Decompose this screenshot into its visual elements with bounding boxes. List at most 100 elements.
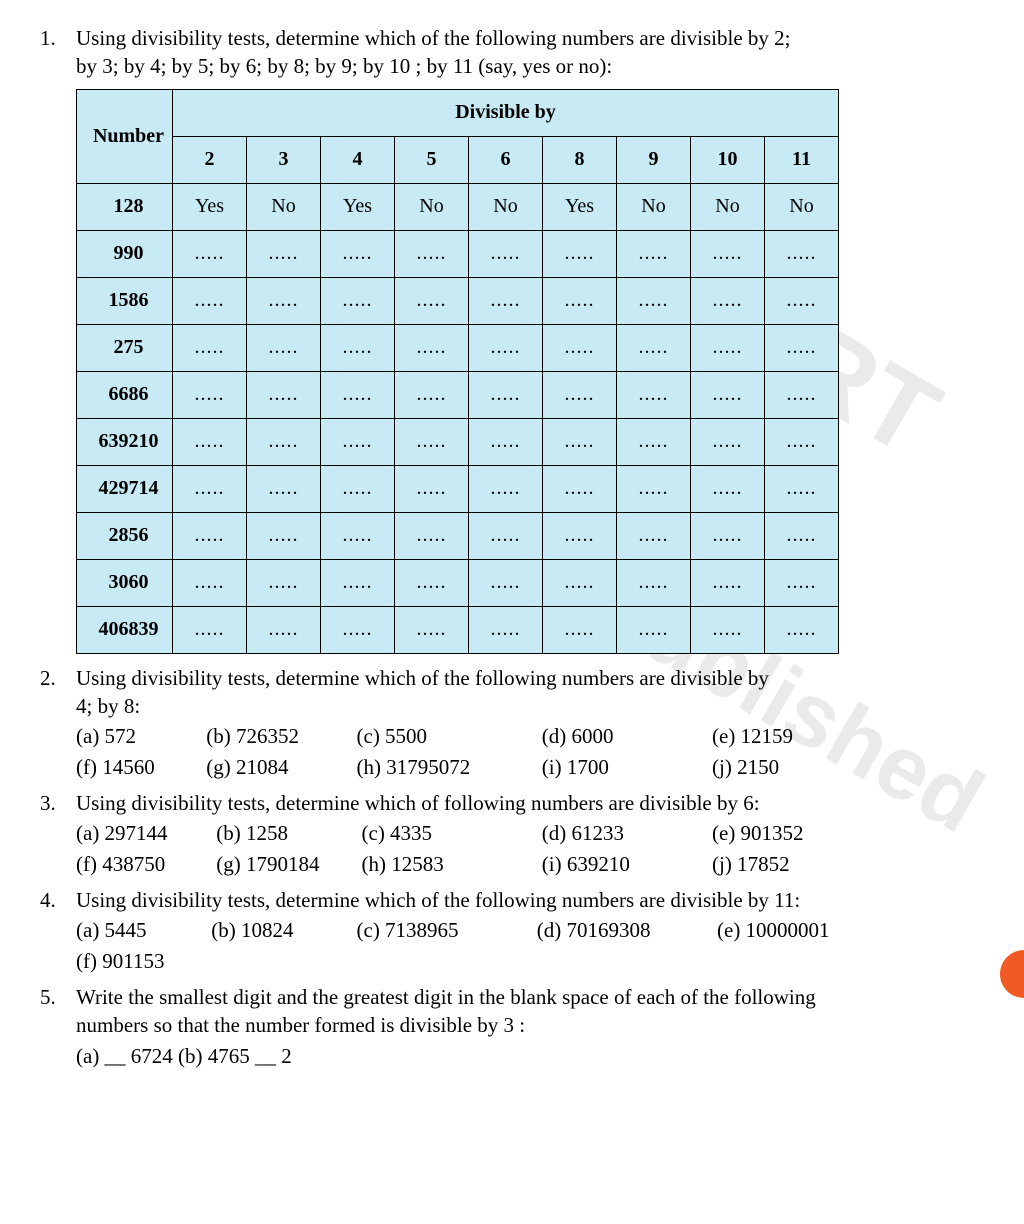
number-cell: 990 <box>77 230 173 277</box>
table-cell: No <box>617 183 691 230</box>
table-cell: ..... <box>765 606 839 653</box>
table-cell: No <box>247 183 321 230</box>
option: (h) 12583 <box>362 850 537 878</box>
table-cell: ..... <box>247 512 321 559</box>
table-cell: ..... <box>543 324 617 371</box>
table-cell: ..... <box>469 277 543 324</box>
table-row: 2856....................................… <box>77 512 839 559</box>
table-cell: ..... <box>469 465 543 512</box>
table-cell: ..... <box>321 418 395 465</box>
table-cell: ..... <box>173 277 247 324</box>
table-cell: ..... <box>321 277 395 324</box>
options-row: (a) __ 6724 (b) 4765 __ 2 <box>76 1042 984 1070</box>
option: (a) 5445 <box>76 916 206 944</box>
number-cell: 406839 <box>77 606 173 653</box>
table-cell: ..... <box>321 465 395 512</box>
table-cell: ..... <box>691 371 765 418</box>
table-row: 275.....................................… <box>77 324 839 371</box>
option: (g) 1790184 <box>216 850 356 878</box>
table-cell: ..... <box>247 277 321 324</box>
question-text: Using divisibility tests, determine whic… <box>76 24 984 52</box>
table-cell: ..... <box>469 559 543 606</box>
table-row: 6686....................................… <box>77 371 839 418</box>
table-row: 1586....................................… <box>77 277 839 324</box>
option: (i) 1700 <box>542 753 707 781</box>
table-cell: ..... <box>247 371 321 418</box>
table-cell: ..... <box>543 418 617 465</box>
table-row: 990.....................................… <box>77 230 839 277</box>
table-cell: ..... <box>617 465 691 512</box>
divisor-header: 5 <box>395 136 469 183</box>
table-cell: ..... <box>395 371 469 418</box>
question-number: 3. <box>40 789 76 880</box>
divisor-header: 10 <box>691 136 765 183</box>
question-text: Using divisibility tests, determine whic… <box>76 886 984 914</box>
table-cell: ..... <box>395 277 469 324</box>
divisibility-table: Number Divisible by 2 3 4 5 6 8 9 10 <box>76 89 839 654</box>
table-cell: ..... <box>617 324 691 371</box>
table-row: 128YesNoYesNoNoYesNoNoNo <box>77 183 839 230</box>
table-cell: ..... <box>395 418 469 465</box>
table-cell: ..... <box>691 512 765 559</box>
options-row: (f) 438750 (g) 1790184 (h) 12583 (i) 639… <box>76 850 984 878</box>
table-cell: ..... <box>469 324 543 371</box>
number-cell: 2856 <box>77 512 173 559</box>
table-cell: ..... <box>395 230 469 277</box>
divisor-header: 2 <box>173 136 247 183</box>
table-row: 639210..................................… <box>77 418 839 465</box>
option: (f) 14560 <box>76 753 201 781</box>
table-cell: ..... <box>543 606 617 653</box>
table-cell: ..... <box>173 559 247 606</box>
table-cell: ..... <box>395 606 469 653</box>
table-cell: ..... <box>173 324 247 371</box>
question-number: 4. <box>40 886 76 977</box>
divisor-header: 9 <box>617 136 691 183</box>
option: (d) 61233 <box>542 819 707 847</box>
table-cell: ..... <box>765 418 839 465</box>
table-cell: ..... <box>321 371 395 418</box>
question-text: by 3; by 4; by 5; by 6; by 8; by 9; by 1… <box>76 52 984 80</box>
table-cell: ..... <box>469 230 543 277</box>
number-cell: 3060 <box>77 559 173 606</box>
question-2: 2. Using divisibility tests, determine w… <box>40 664 984 783</box>
table-cell: ..... <box>321 324 395 371</box>
table-cell: ..... <box>543 277 617 324</box>
table-cell: ..... <box>543 559 617 606</box>
number-cell: 6686 <box>77 371 173 418</box>
number-cell: 275 <box>77 324 173 371</box>
divisor-header: 4 <box>321 136 395 183</box>
table-cell: ..... <box>543 230 617 277</box>
question-number: 1. <box>40 24 76 658</box>
divisor-header: 11 <box>765 136 839 183</box>
table-cell: ..... <box>395 465 469 512</box>
table-row: 429714..................................… <box>77 465 839 512</box>
table-cell: ..... <box>617 606 691 653</box>
table-cell: ..... <box>321 512 395 559</box>
option: (b) 10824 <box>211 916 351 944</box>
table-cell: No <box>469 183 543 230</box>
table-cell: ..... <box>765 559 839 606</box>
table-cell: ..... <box>247 418 321 465</box>
question-text: 4; by 8: <box>76 692 984 720</box>
table-cell: Yes <box>321 183 395 230</box>
table-cell: No <box>395 183 469 230</box>
number-cell: 1586 <box>77 277 173 324</box>
option: (e) 901352 <box>712 819 882 847</box>
options-row: (a) 297144 (b) 1258 (c) 4335 (d) 61233 (… <box>76 819 984 847</box>
table-cell: ..... <box>395 512 469 559</box>
option: (i) 639210 <box>542 850 707 878</box>
page-edge-marker <box>1000 950 1024 998</box>
table-cell: ..... <box>617 277 691 324</box>
table-header-divisible: Divisible by <box>173 89 839 136</box>
question-text: Using divisibility tests, determine whic… <box>76 789 984 817</box>
table-cell: ..... <box>617 371 691 418</box>
number-cell: 128 <box>77 183 173 230</box>
table-cell: ..... <box>765 230 839 277</box>
table-cell: ..... <box>617 418 691 465</box>
table-cell: ..... <box>469 371 543 418</box>
option: (j) 17852 <box>712 850 882 878</box>
table-cell: ..... <box>173 512 247 559</box>
option: (b) 1258 <box>216 819 356 847</box>
table-row: 3060....................................… <box>77 559 839 606</box>
table-cell: ..... <box>691 277 765 324</box>
